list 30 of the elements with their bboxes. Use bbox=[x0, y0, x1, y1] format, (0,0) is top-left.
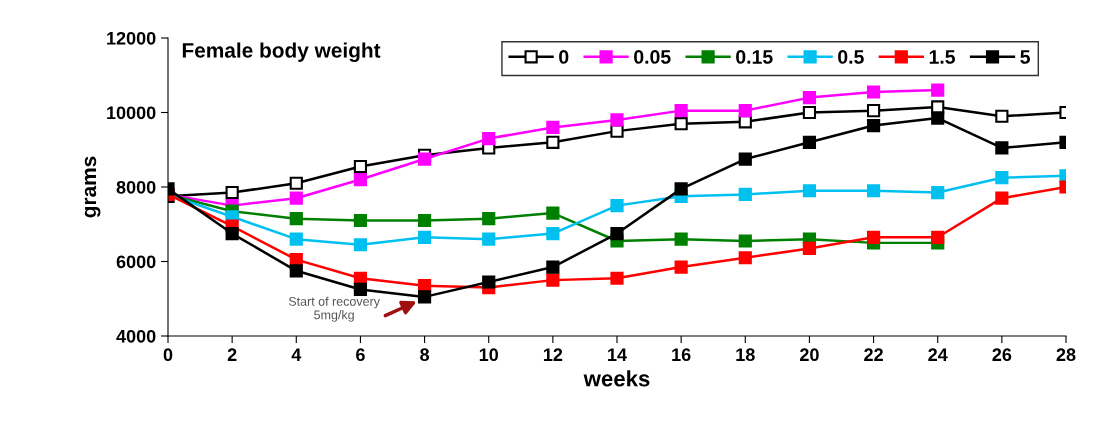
legend-label: 0.5 bbox=[838, 50, 864, 64]
legend-label: 0.15 bbox=[736, 50, 773, 64]
x-tick-label: 20 bbox=[800, 348, 819, 362]
y-tick-label: 10000 bbox=[107, 106, 156, 120]
x-tick-label: 6 bbox=[356, 348, 365, 362]
y-tick-label: 4000 bbox=[116, 329, 156, 343]
x-tick-label: 16 bbox=[672, 348, 691, 362]
x-tick-label: 26 bbox=[992, 348, 1012, 362]
legend-label: 0 bbox=[559, 50, 569, 64]
x-tick-label: 4 bbox=[291, 348, 302, 361]
annotation: Start of recovery 5mg/kg bbox=[288, 296, 380, 322]
x-tick-label: 10 bbox=[479, 348, 499, 362]
legend-label: 0.05 bbox=[634, 50, 671, 64]
x-tick-label: 28 bbox=[1056, 348, 1076, 362]
x-tick-label: 18 bbox=[736, 348, 755, 362]
chart-title: Female body weight bbox=[182, 42, 381, 62]
legend-label: 1.5 bbox=[929, 50, 956, 64]
x-tick-label: 14 bbox=[608, 348, 627, 361]
x-tick-label: 8 bbox=[420, 348, 430, 362]
x-tick-label: 12 bbox=[543, 348, 563, 361]
y-tick-label: 8000 bbox=[116, 180, 156, 194]
x-tick-label: 22 bbox=[864, 348, 883, 361]
y-tick-label: 6000 bbox=[116, 255, 156, 269]
legend-label: 5 bbox=[1020, 50, 1030, 64]
y-axis-title: grams bbox=[84, 156, 101, 218]
x-tick-label: 24 bbox=[928, 348, 948, 361]
x-tick-label: 2 bbox=[227, 348, 237, 361]
y-tick-label: 12000 bbox=[107, 31, 156, 45]
x-axis-title: weeks bbox=[583, 370, 650, 387]
x-tick-label: 0 bbox=[163, 348, 173, 362]
